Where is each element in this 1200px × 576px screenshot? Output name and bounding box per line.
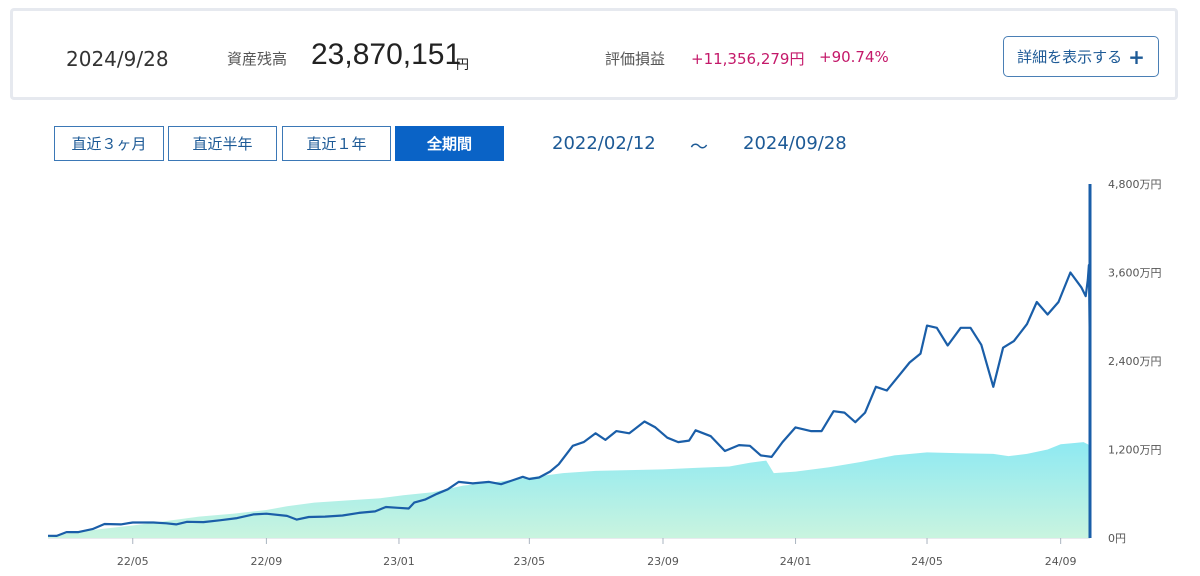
y-tick-label: 1,200万円 <box>1108 444 1162 457</box>
period-start: 2022/02/12 <box>552 133 656 154</box>
x-tick-label: 23/05 <box>513 555 545 568</box>
profit-loss-label: 評価損益 <box>605 50 666 68</box>
range-1-year-button[interactable]: 直近１年 <box>282 126 391 161</box>
range-3-months-button[interactable]: 直近３ヶ月 <box>54 126 164 161</box>
summary-panel: 2024/9/28 資産残高 23,870,151 円 評価損益 +11,356… <box>10 8 1178 100</box>
principal-area <box>48 442 1090 538</box>
range-6-months-button[interactable]: 直近半年 <box>168 126 277 161</box>
x-tick-label: 22/05 <box>117 555 149 568</box>
summary-date: 2024/9/28 <box>66 47 169 71</box>
show-details-button[interactable]: 詳細を表示する + <box>1003 36 1159 77</box>
show-details-label: 詳細を表示する <box>1017 48 1123 66</box>
y-tick-label: 4,800万円 <box>1108 178 1162 191</box>
x-tick-label: 24/01 <box>780 555 812 568</box>
balance-label: 資産残高 <box>227 50 288 68</box>
x-tick-label: 23/09 <box>647 555 679 568</box>
x-tick-label: 24/09 <box>1045 555 1077 568</box>
period-separator: ～ <box>690 137 708 158</box>
period-end: 2024/09/28 <box>743 133 847 154</box>
x-tick-label: 22/09 <box>251 555 283 568</box>
plus-icon: + <box>1128 44 1145 69</box>
x-tick-label: 23/01 <box>383 555 415 568</box>
profit-loss-amount: +11,356,279円 <box>691 50 805 68</box>
asset-chart: 0円 1,200万円 2,400万円 3,600万円 4,800万円 22/05 22/09… <box>47 178 1162 568</box>
profit-loss-percent: +90.74% <box>819 48 889 66</box>
y-tick-label: 3,600万円 <box>1108 267 1162 280</box>
range-all-button[interactable]: 全期間 <box>395 126 504 161</box>
x-tick-label: 24/05 <box>911 555 943 568</box>
balance-line <box>47 264 1092 537</box>
y-tick-label: 2,400万円 <box>1108 355 1162 368</box>
balance-unit: 円 <box>456 58 470 73</box>
balance-value: 23,870,151 <box>311 38 462 71</box>
y-tick-label: 0円 <box>1108 532 1126 545</box>
